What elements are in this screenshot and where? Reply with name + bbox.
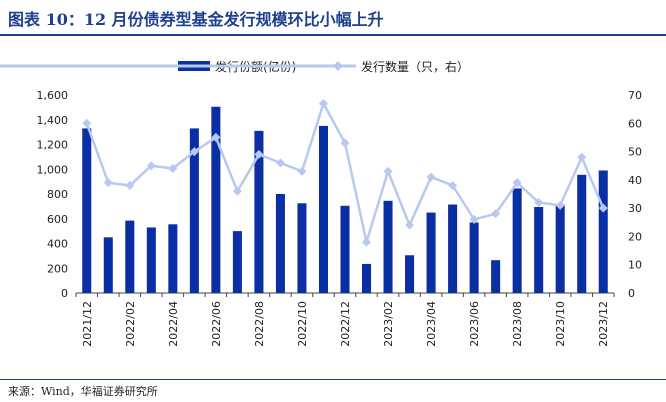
y-left-tick-label: 800 [47,188,68,201]
y-left-tick-label: 400 [47,238,68,251]
legend-line-label: 发行数量（只，右） [361,59,469,74]
x-axis-ticks: 2021/12 2022/02 2022/04 2022/06 2022/08 2022/… [75,293,615,347]
bar [512,188,522,293]
title-bar [0,0,666,36]
y-right-tick-label: 40 [628,174,642,187]
line-point [448,181,458,191]
bar [534,206,544,293]
line-point [491,209,501,219]
x-tick-label: 2023/04 [425,301,438,347]
y-right-tick-label: 50 [628,146,642,159]
bar [555,204,565,293]
y-right-tick-label: 10 [628,259,642,272]
y-left-tick-label: 1,400 [37,114,69,127]
line-point [340,138,350,148]
x-tick-label: 2023/02 [382,301,395,347]
y-right-tick-label: 20 [628,230,642,243]
x-tick-label: 2022/02 [124,301,137,347]
bar [577,174,587,293]
x-tick-label: 2023/06 [468,301,481,347]
bar [146,227,156,293]
line-point [275,158,285,168]
line-point [211,132,221,142]
line-point [318,98,328,108]
bar-series [82,106,608,293]
line-point [297,166,307,176]
x-tick-label: 2023/08 [511,301,524,347]
bar [598,170,608,293]
line-point [103,178,113,188]
bar [82,128,92,293]
y-left-tick-label: 0 [61,287,68,300]
line-point [254,149,264,159]
line-series [82,98,608,248]
source-note: 来源：Wind，华福证券研究所 [8,385,158,398]
x-tick-label: 2022/10 [296,301,309,347]
x-tick-label: 2023/12 [597,301,610,347]
bar [275,194,285,293]
bar [211,106,221,293]
bar [125,220,135,293]
line-point [405,220,415,230]
bar [232,231,242,293]
line-point [577,152,587,162]
line-point [598,203,608,213]
y-right-tick-label: 70 [628,89,642,102]
y-left-tick-label: 1,200 [37,139,69,152]
bar [254,130,264,293]
x-tick-label: 2021/12 [81,301,94,347]
bar [383,200,393,293]
legend: 发行份额(亿份) 发行数量（只，右） [0,59,469,74]
line-point [146,161,156,171]
legend-line-marker [333,61,343,71]
line-point [82,118,92,128]
y-left-tick-label: 1,000 [37,163,69,176]
bar [426,212,436,293]
bar [103,237,113,293]
line-point [168,164,178,174]
line-point [426,172,436,182]
x-tick-label: 2023/10 [554,301,567,347]
line-point [469,214,479,224]
chart-title: 图表 10：12 月份债券型基金发行规模环比小幅上升 [8,10,384,29]
bar [297,203,307,293]
bar [448,204,458,293]
bar [168,224,178,293]
line-point [383,166,393,176]
y-left-tick-label: 200 [47,262,68,275]
line-point [232,186,242,196]
x-tick-label: 2022/04 [167,301,180,347]
chart: 发行份额(亿份) 发行数量（只，右） 02004006008001,0001,2… [0,59,642,347]
bar [189,128,199,293]
y-left-tick-label: 600 [47,213,68,226]
line-point [555,200,565,210]
line-point [189,147,199,157]
y-right-tick-label: 30 [628,202,642,215]
bar [318,125,328,293]
line-point [125,181,135,191]
y-right-tick-label: 0 [628,287,635,300]
bar [405,255,415,293]
line-point [512,178,522,188]
bar [362,263,372,293]
x-tick-label: 2022/06 [210,301,223,347]
x-tick-label: 2022/08 [253,301,266,347]
y-left-tick-label: 1,600 [37,89,69,102]
line-point [362,237,372,247]
footer-divider [0,379,666,380]
bar [491,260,501,293]
y-right-tick-label: 60 [628,117,642,130]
x-tick-label: 2022/12 [339,301,352,347]
line-point [534,197,544,207]
bar [469,222,479,293]
bar [340,205,350,293]
